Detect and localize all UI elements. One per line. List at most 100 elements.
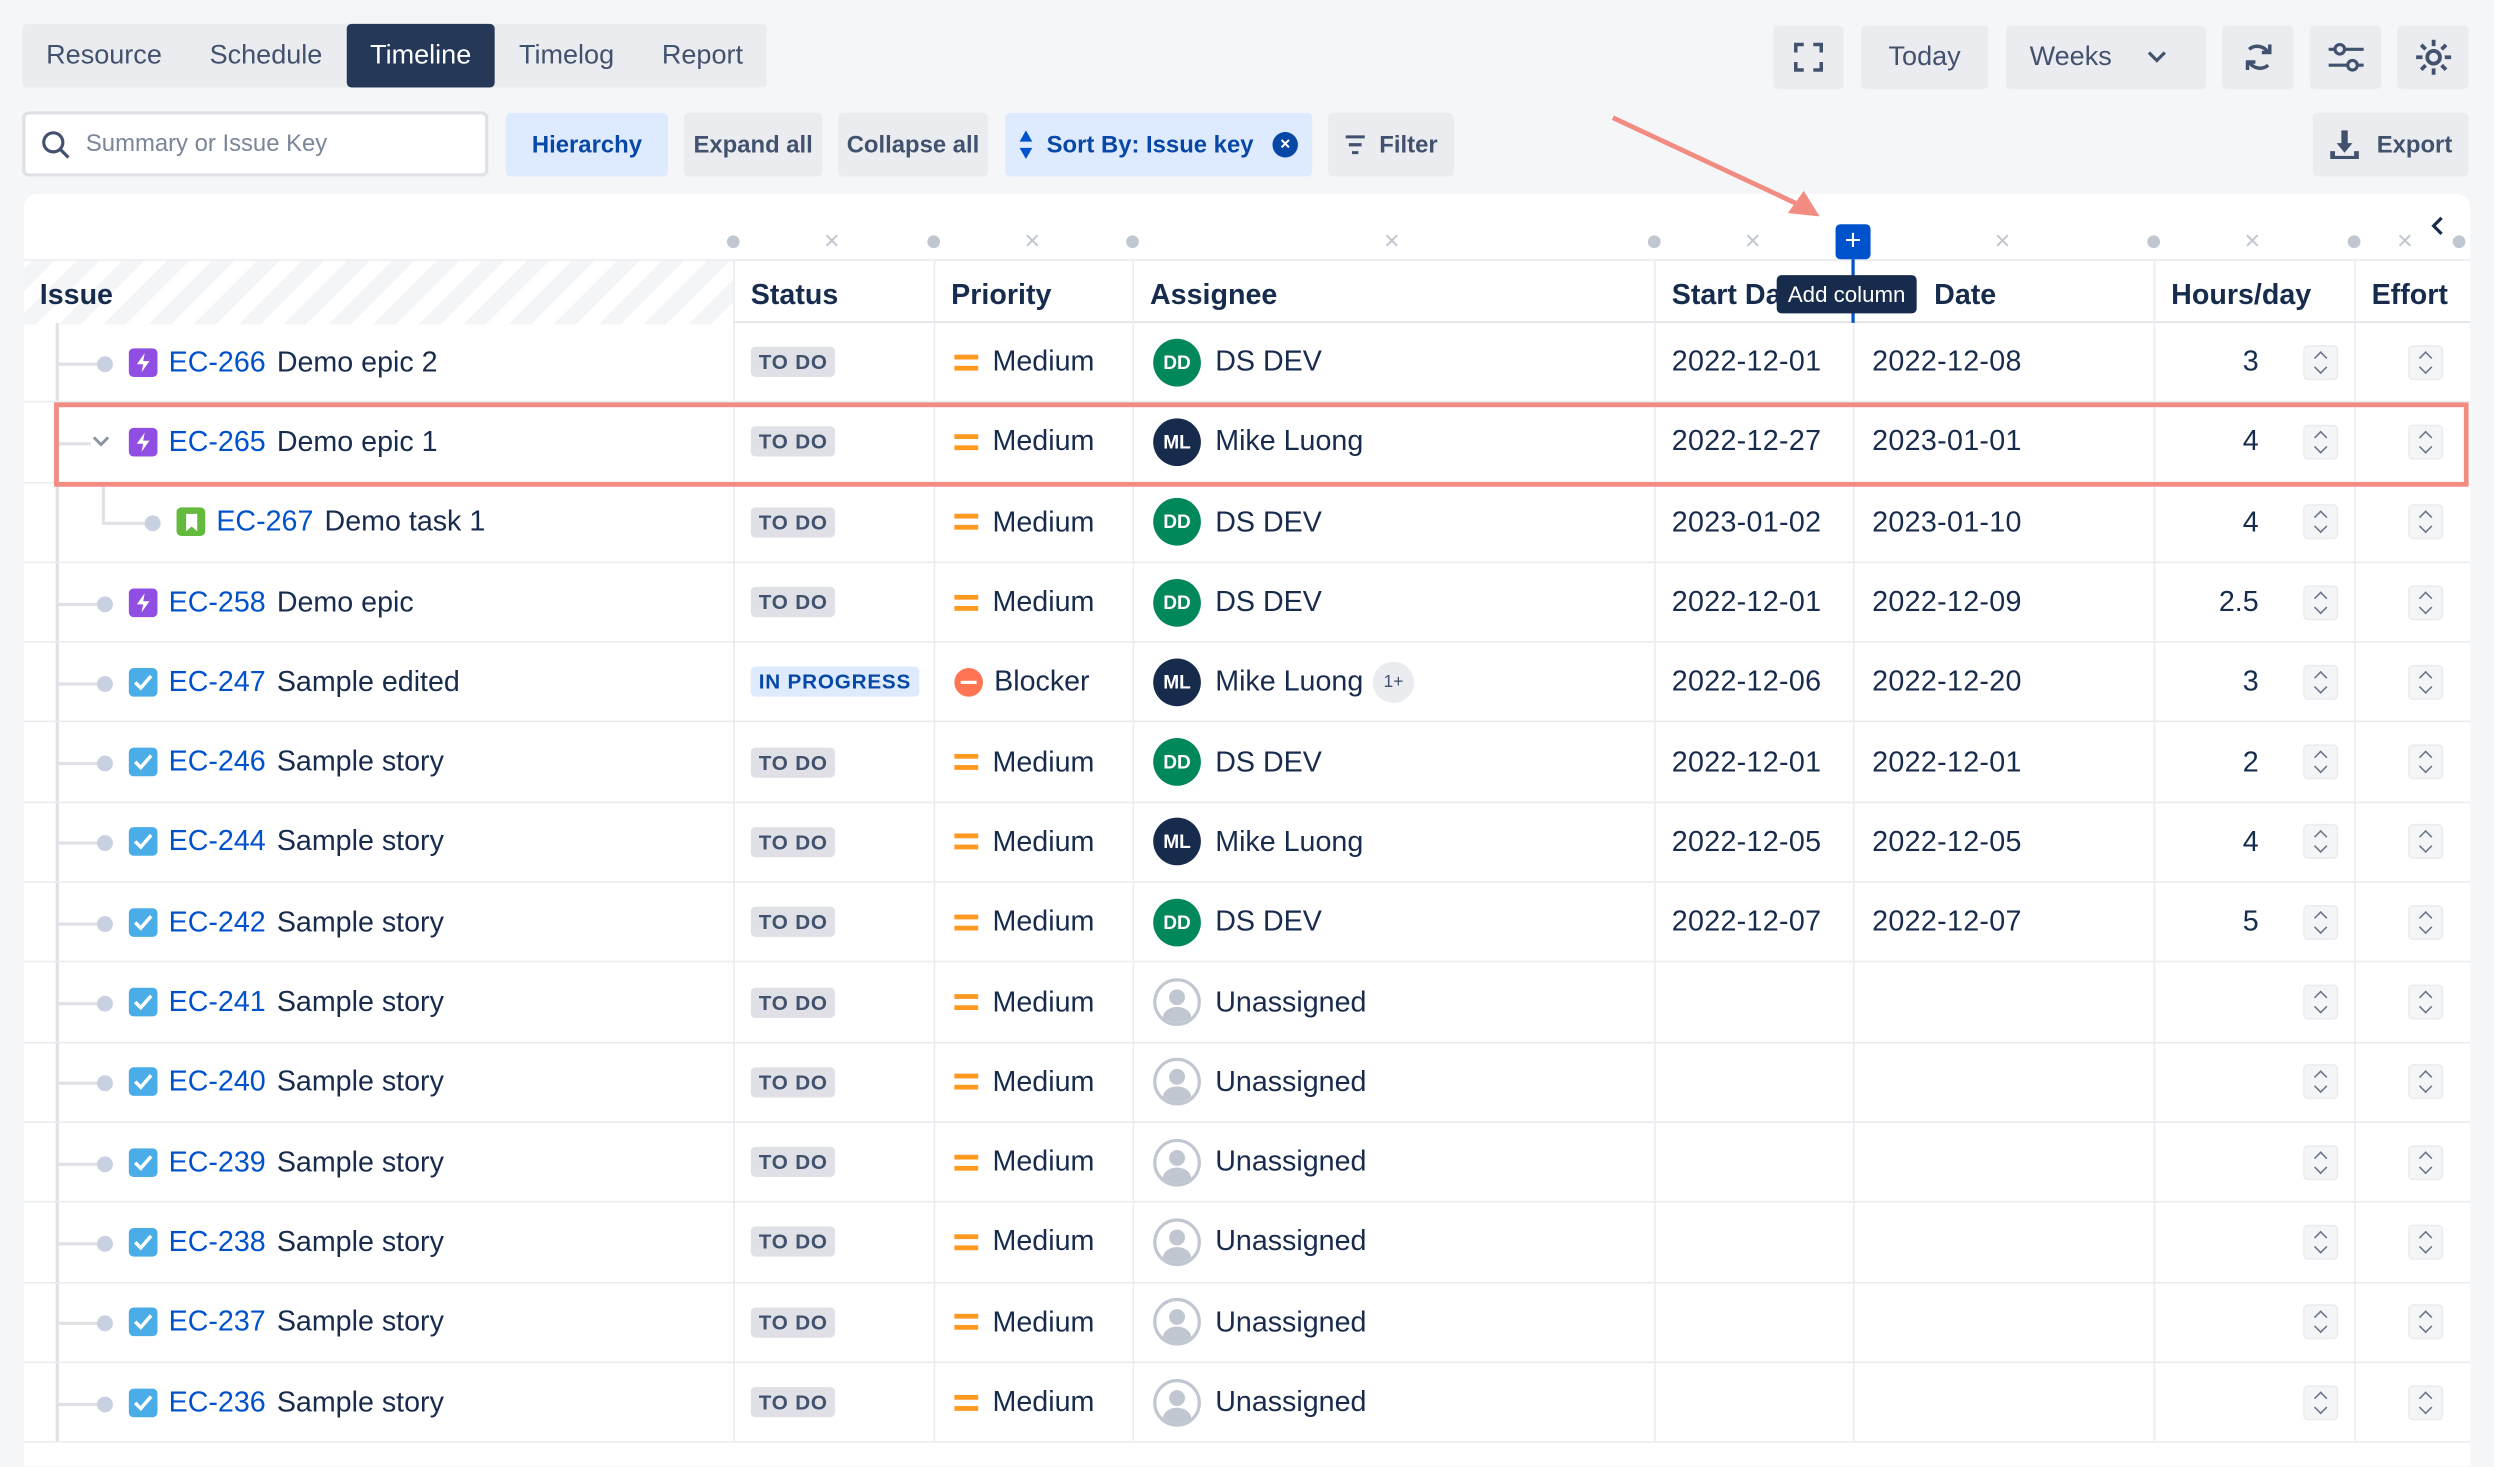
- stepper-icon[interactable]: [2408, 1144, 2444, 1180]
- column-handle[interactable]: [927, 235, 941, 249]
- stepper-icon[interactable]: [2303, 1384, 2339, 1420]
- fullscreen-button[interactable]: [1773, 25, 1844, 90]
- hours-per-day-cell[interactable]: 2.5: [2155, 562, 2356, 642]
- table-row[interactable]: EC-266 Demo epic 2 TO DO Medium DD DS DEV …: [23, 322, 2471, 403]
- today-button[interactable]: Today: [1861, 25, 1989, 90]
- column-handle[interactable]: [2147, 235, 2161, 249]
- effort-cell[interactable]: [2356, 1363, 2471, 1441]
- hours-per-day-cell[interactable]: [2155, 1202, 2356, 1282]
- start-date-cell[interactable]: [1656, 1202, 1855, 1282]
- table-row[interactable]: EC-240 Sample story TO DO Medium Unassign…: [23, 1042, 2471, 1123]
- effort-cell[interactable]: [2356, 883, 2471, 961]
- stepper-icon[interactable]: [2408, 824, 2444, 860]
- assignee-cell[interactable]: DD DS DEV: [1134, 562, 1656, 642]
- stepper-icon[interactable]: [2303, 1304, 2339, 1340]
- assignee-cell[interactable]: ML Mike Luong: [1134, 402, 1656, 482]
- assignee-cell[interactable]: DD DS DEV: [1134, 482, 1656, 562]
- hours-per-day-cell[interactable]: 3: [2155, 642, 2356, 722]
- stepper-icon[interactable]: [2408, 424, 2444, 460]
- due-date-cell[interactable]: 2022-12-08: [1855, 322, 2156, 402]
- due-date-cell[interactable]: [1855, 1362, 2156, 1442]
- hours-per-day-cell[interactable]: 5: [2155, 882, 2356, 962]
- effort-cell[interactable]: [2356, 1123, 2471, 1201]
- table-row[interactable]: EC-258 Demo epic TO DO Medium DD DS DEV 20…: [23, 562, 2471, 643]
- issue-key[interactable]: EC-236: [168, 1385, 266, 1418]
- gear-button[interactable]: [2397, 25, 2469, 90]
- issue-key[interactable]: EC-241: [168, 985, 266, 1018]
- table-row[interactable]: EC-247 Sample edited IN PROGRESS Blocker …: [23, 642, 2471, 723]
- table-row[interactable]: EC-238 Sample story TO DO Medium Unassign…: [23, 1202, 2471, 1283]
- start-date-cell[interactable]: [1656, 1282, 1855, 1362]
- refresh-button[interactable]: [2222, 25, 2294, 90]
- stepper-icon[interactable]: [2303, 1224, 2339, 1260]
- stepper-icon[interactable]: [2303, 344, 2339, 380]
- effort-cell[interactable]: [2356, 1283, 2471, 1361]
- due-date-cell[interactable]: 2023-01-10: [1855, 482, 2156, 562]
- status-cell[interactable]: TO DO: [735, 802, 936, 882]
- table-row[interactable]: EC-265 Demo epic 1 TO DO Medium ML Mike Lu…: [23, 402, 2471, 483]
- status-cell[interactable]: TO DO: [735, 882, 936, 962]
- sort-by-button[interactable]: Sort By: Issue key ×: [1005, 112, 1313, 177]
- issue-link[interactable]: EC-239 Sample story: [169, 1145, 444, 1178]
- table-row[interactable]: EC-239 Sample story TO DO Medium Unassign…: [23, 1122, 2471, 1203]
- priority-cell[interactable]: Medium: [935, 1042, 1135, 1122]
- stepper-icon[interactable]: [2408, 344, 2444, 380]
- status-cell[interactable]: TO DO: [735, 1042, 936, 1122]
- issue-key[interactable]: EC-267: [216, 505, 314, 538]
- stepper-icon[interactable]: [2408, 1304, 2444, 1340]
- start-date-cell[interactable]: 2022-12-01: [1656, 562, 1855, 642]
- assignee-cell[interactable]: DD DS DEV: [1134, 882, 1656, 962]
- hours-per-day-cell[interactable]: 4: [2155, 402, 2356, 482]
- column-header-priority[interactable]: Priority: [935, 260, 1135, 325]
- column-header-status[interactable]: Status: [735, 260, 936, 325]
- stepper-icon[interactable]: [2408, 664, 2444, 700]
- stepper-icon[interactable]: [2303, 904, 2339, 940]
- status-cell[interactable]: TO DO: [735, 1282, 936, 1362]
- issue-link[interactable]: EC-266 Demo epic 2: [169, 345, 438, 378]
- column-header-due-date[interactable]: Date: [1855, 260, 2156, 325]
- hours-per-day-cell[interactable]: 3: [2155, 322, 2356, 402]
- start-date-cell[interactable]: [1656, 1122, 1855, 1202]
- priority-cell[interactable]: Medium: [935, 962, 1135, 1042]
- effort-cell[interactable]: [2356, 643, 2471, 721]
- effort-cell[interactable]: [2356, 723, 2471, 801]
- column-handle[interactable]: [726, 235, 740, 249]
- issue-key[interactable]: EC-244: [168, 825, 266, 858]
- effort-cell[interactable]: [2356, 1203, 2471, 1281]
- tab-timeline[interactable]: Timeline: [346, 23, 496, 88]
- table-row[interactable]: EC-241 Sample story TO DO Medium Unassign…: [23, 962, 2471, 1043]
- assignee-cell[interactable]: ML Mike Luong 1+: [1134, 642, 1656, 722]
- start-date-cell[interactable]: 2022-12-27: [1656, 402, 1855, 482]
- tab-resource[interactable]: Resource: [46, 39, 162, 70]
- assignee-cell[interactable]: Unassigned: [1134, 1042, 1656, 1122]
- priority-cell[interactable]: Medium: [935, 482, 1135, 562]
- stepper-icon[interactable]: [2303, 584, 2339, 620]
- column-header-effort[interactable]: Effort: [2371, 278, 2448, 311]
- stepper-icon[interactable]: [2408, 584, 2444, 620]
- issue-key[interactable]: EC-240: [168, 1065, 266, 1098]
- status-cell[interactable]: TO DO: [735, 562, 936, 642]
- due-date-cell[interactable]: [1855, 1202, 2156, 1282]
- due-date-cell[interactable]: 2022-12-01: [1855, 722, 2156, 802]
- table-row[interactable]: EC-267 Demo task 1 TO DO Medium DD DS DEV …: [23, 482, 2471, 563]
- due-date-cell[interactable]: [1855, 1282, 2156, 1362]
- stepper-icon[interactable]: [2303, 744, 2339, 780]
- hours-per-day-cell[interactable]: 4: [2155, 802, 2356, 882]
- table-row[interactable]: EC-246 Sample story TO DO Medium DD DS DEV…: [23, 722, 2471, 803]
- hours-per-day-cell[interactable]: [2155, 1122, 2356, 1202]
- more-assignees-badge[interactable]: 1+: [1372, 661, 1415, 703]
- table-row[interactable]: EC-244 Sample story TO DO Medium ML Mike L…: [23, 802, 2471, 883]
- hours-per-day-cell[interactable]: [2155, 1282, 2356, 1362]
- start-date-cell[interactable]: 2022-12-05: [1656, 802, 1855, 882]
- issue-link[interactable]: EC-244 Sample story: [169, 825, 444, 858]
- issue-key[interactable]: EC-247: [168, 665, 266, 698]
- expand-all-button[interactable]: Expand all: [683, 112, 823, 177]
- tab-report[interactable]: Report: [661, 39, 744, 70]
- hours-per-day-cell[interactable]: [2155, 1362, 2356, 1442]
- assignee-cell[interactable]: DD DS DEV: [1134, 722, 1656, 802]
- issue-link[interactable]: EC-246 Sample story: [169, 745, 444, 778]
- issue-link[interactable]: EC-238 Sample story: [169, 1225, 444, 1258]
- priority-cell[interactable]: Medium: [935, 1282, 1135, 1362]
- assignee-cell[interactable]: Unassigned: [1134, 1202, 1656, 1282]
- assignee-cell[interactable]: Unassigned: [1134, 1122, 1656, 1202]
